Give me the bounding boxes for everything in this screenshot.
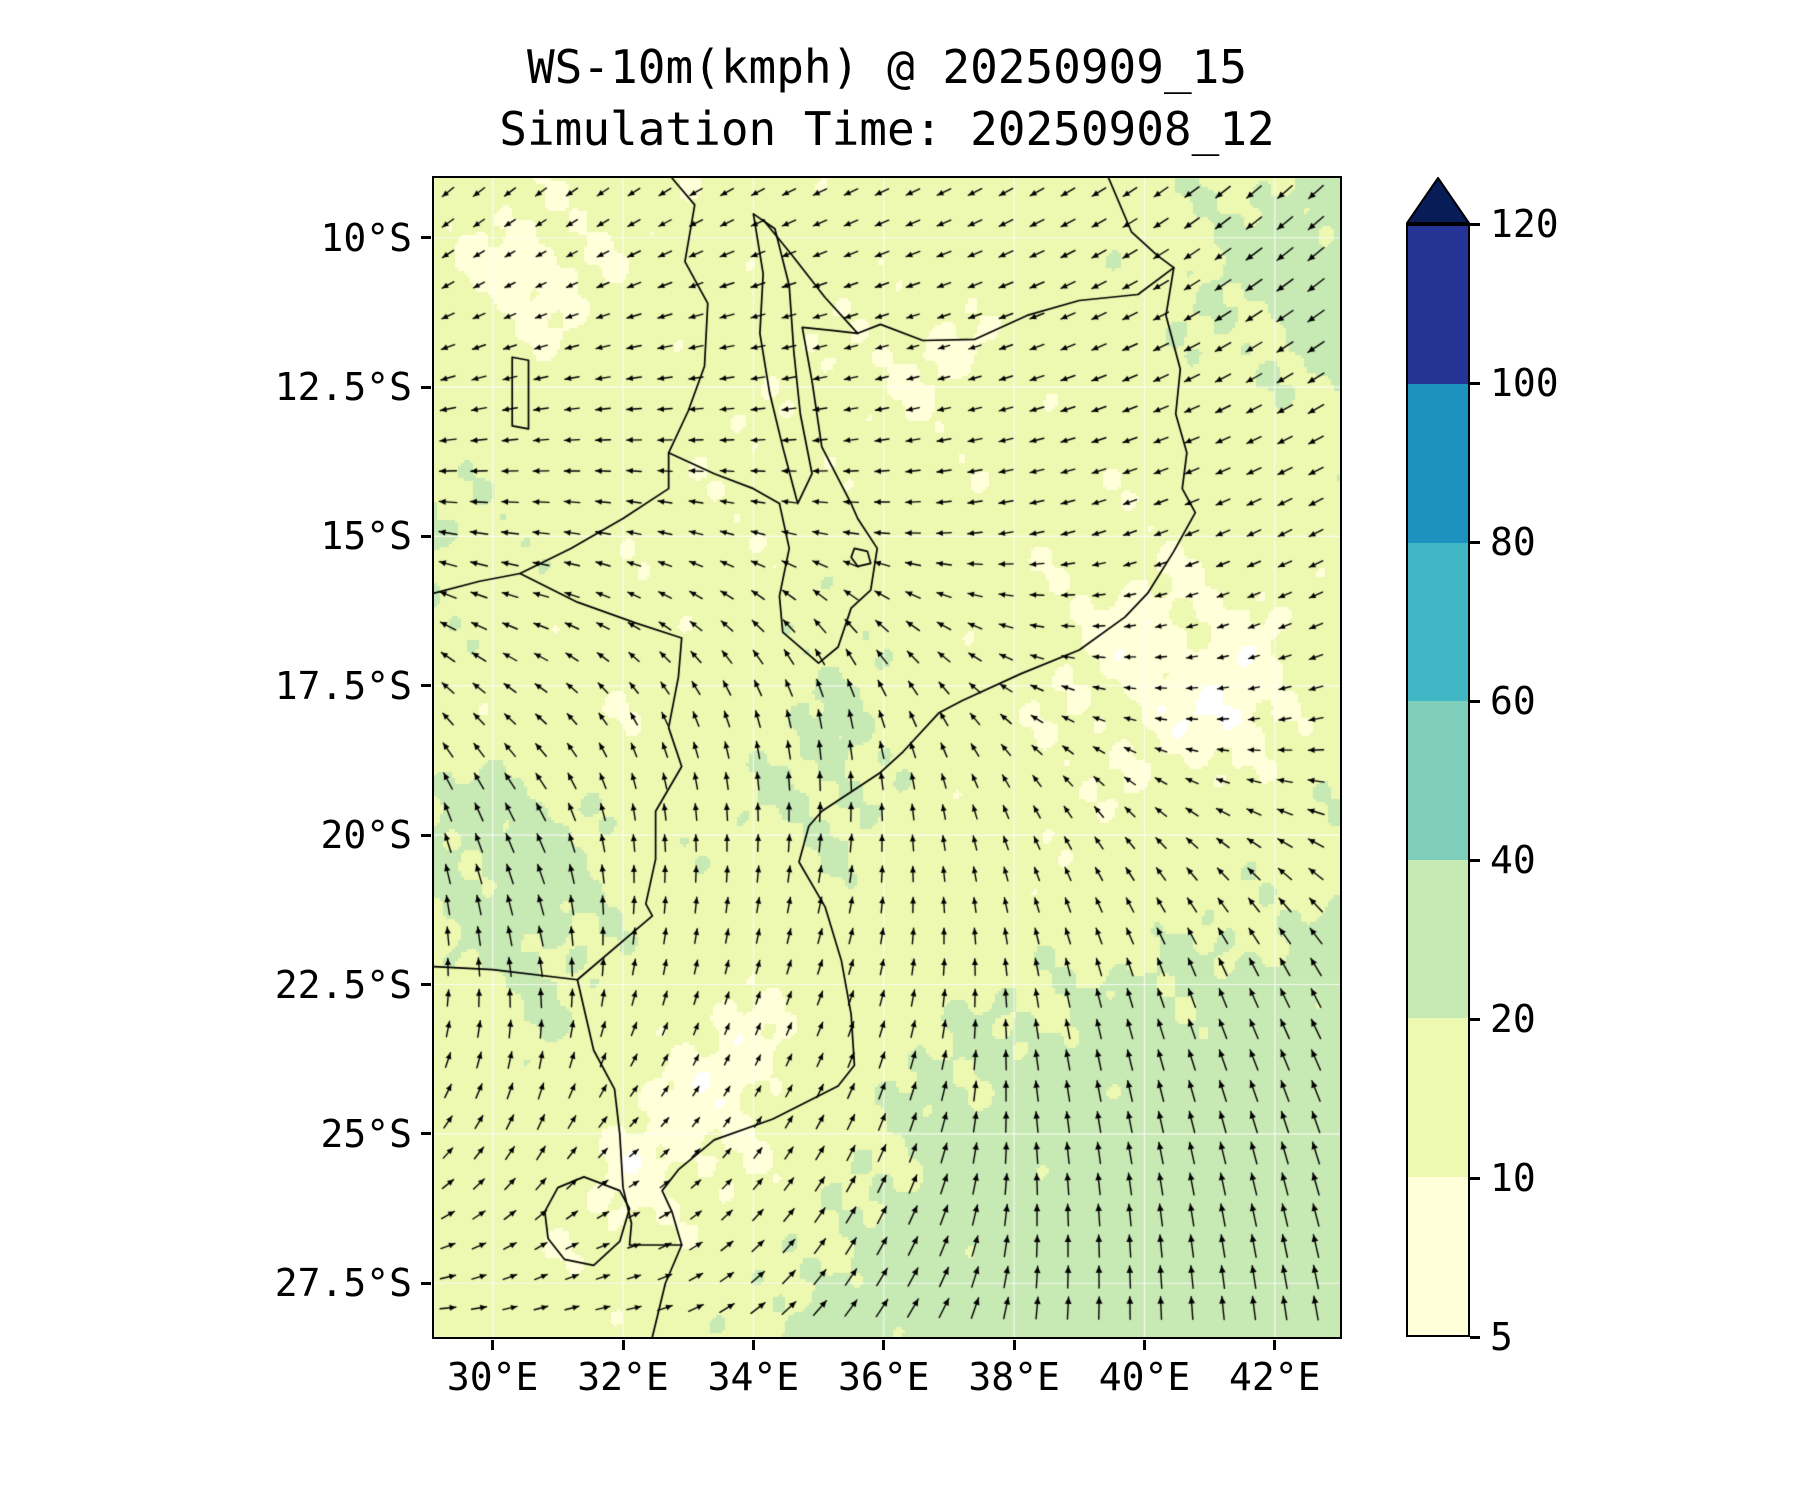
colorbar-tick-mark — [1470, 1017, 1480, 1021]
x-tick-mark — [1012, 1340, 1016, 1350]
map-frame — [432, 176, 1342, 1339]
colorbar-segment-60-80 — [1408, 542, 1468, 702]
y-tick-mark — [421, 534, 431, 538]
y-tick-label: 17.5°S — [274, 663, 412, 708]
y-tick-label: 12.5°S — [274, 365, 412, 410]
colorbar-tick-mark — [1470, 858, 1480, 862]
map-canvas — [434, 178, 1340, 1337]
y-tick-mark — [421, 236, 431, 240]
colorbar-tick-label: 80 — [1490, 520, 1536, 564]
x-tick-label: 40°E — [1098, 1355, 1191, 1399]
colorbar-tick-label: 100 — [1490, 361, 1559, 405]
x-tick-mark — [751, 1340, 755, 1350]
y-tick-mark — [421, 983, 431, 987]
colorbar-tick-mark — [1470, 699, 1480, 703]
title-line-1: WS-10m(kmph) @ 20250909_15 — [526, 40, 1248, 94]
colorbar-tick-label: 5 — [1490, 1315, 1513, 1359]
colorbar-tick-label: 60 — [1490, 679, 1536, 723]
y-tick-mark — [421, 684, 431, 688]
y-tick-mark — [421, 833, 431, 837]
colorbar-segment-100-120 — [1408, 226, 1468, 385]
colorbar-tick-mark — [1470, 540, 1480, 544]
colorbar-extend-triangle — [1405, 176, 1471, 224]
colorbar-segment-20-40 — [1408, 859, 1468, 1019]
colorbar-tick-mark — [1470, 1176, 1480, 1180]
colorbar-tick-label: 10 — [1490, 1156, 1536, 1200]
x-tick-mark — [1273, 1340, 1277, 1350]
x-tick-label: 38°E — [968, 1355, 1060, 1399]
x-tick-mark — [621, 1340, 625, 1350]
y-tick-mark — [421, 1281, 431, 1285]
colorbar-segment-10-20 — [1408, 1018, 1468, 1177]
y-tick-mark — [421, 1132, 431, 1136]
x-tick-mark — [882, 1340, 886, 1350]
colorbar-tick-label: 120 — [1490, 202, 1559, 246]
x-tick-mark — [1142, 1340, 1146, 1350]
y-tick-label: 10°S — [320, 215, 412, 260]
colorbar-tick-label: 40 — [1490, 838, 1536, 882]
colorbar-tick-mark — [1470, 222, 1480, 226]
title-line-2: Simulation Time: 20250908_12 — [499, 102, 1275, 156]
y-tick-mark — [421, 385, 431, 389]
colorbar-tick-label: 20 — [1490, 997, 1536, 1041]
chart-title: WS-10m(kmph) @ 20250909_15 Simulation Ti… — [434, 36, 1340, 160]
x-tick-label: 30°E — [446, 1355, 539, 1399]
y-tick-label: 20°S — [320, 813, 412, 858]
x-tick-label: 34°E — [707, 1355, 800, 1399]
x-tick-label: 42°E — [1229, 1355, 1321, 1399]
y-tick-label: 15°S — [320, 514, 412, 559]
colorbar-tick-mark — [1470, 381, 1480, 385]
colorbar-tick-mark — [1470, 1335, 1480, 1339]
x-tick-label: 32°E — [577, 1355, 669, 1399]
colorbar-bar — [1406, 224, 1470, 1337]
y-tick-label: 22.5°S — [274, 962, 412, 1007]
y-tick-label: 25°S — [320, 1111, 412, 1156]
colorbar-segment-5-10 — [1408, 1176, 1468, 1335]
x-tick-label: 36°E — [837, 1355, 930, 1399]
x-tick-mark — [491, 1340, 495, 1350]
colorbar-segment-40-60 — [1408, 701, 1468, 860]
colorbar-segment-80-100 — [1408, 384, 1468, 543]
y-tick-label: 27.5°S — [274, 1261, 412, 1306]
